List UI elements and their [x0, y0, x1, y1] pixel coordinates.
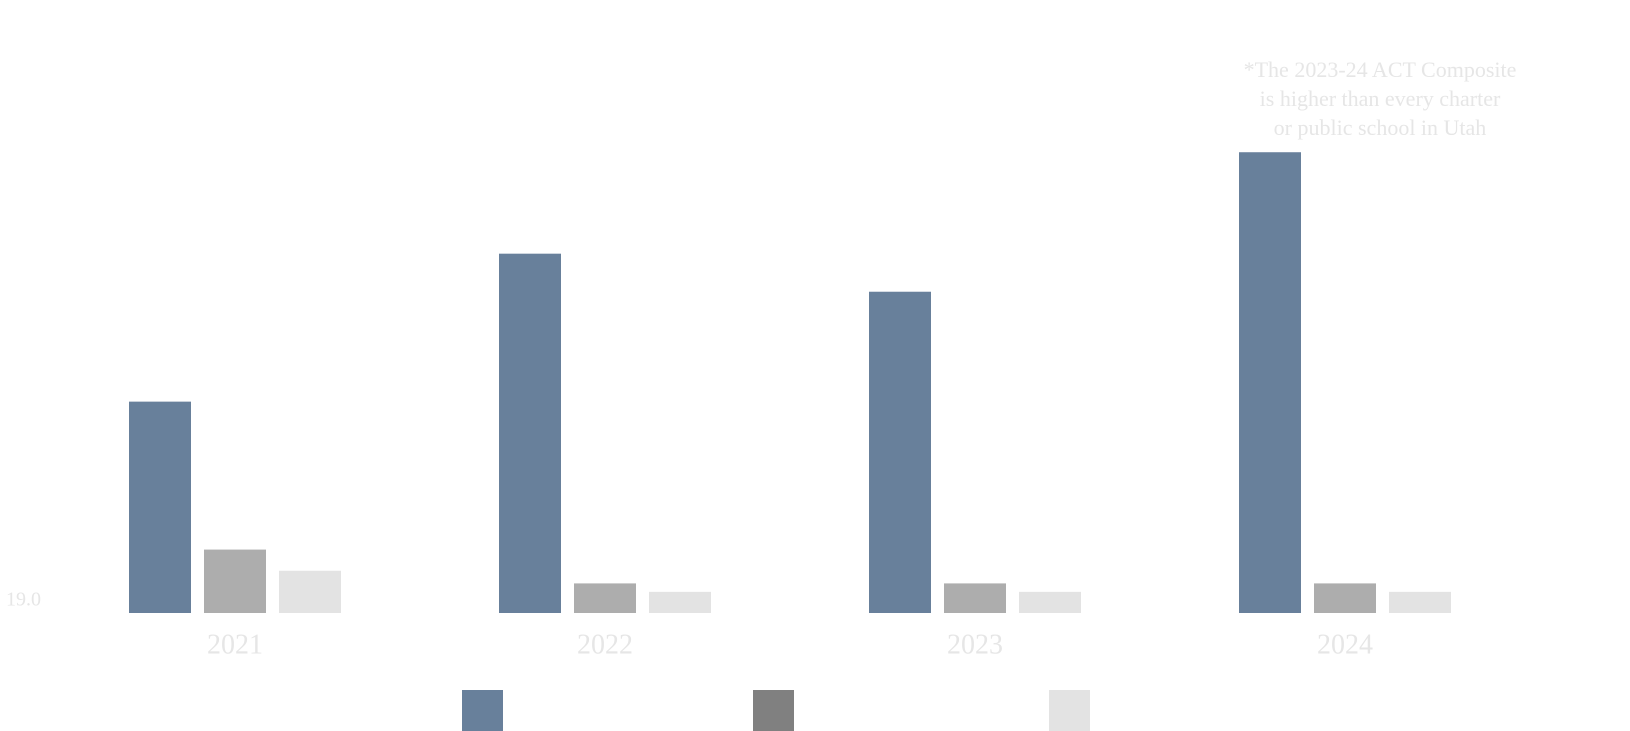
bar — [279, 570, 341, 613]
legend-swatch — [462, 690, 503, 731]
annotation: *The 2023-24 ACT Composite — [1244, 57, 1517, 82]
x-tick-label: 2022 — [577, 629, 633, 660]
x-tick-label: 2024 — [1317, 629, 1373, 660]
bar — [129, 401, 191, 613]
bar — [1314, 583, 1376, 613]
annotation: or public school in Utah — [1274, 115, 1487, 140]
bar — [944, 583, 1006, 613]
bar — [1239, 152, 1301, 613]
bar — [869, 291, 931, 613]
legend-swatch — [1049, 690, 1090, 731]
x-tick-label: 2021 — [207, 629, 263, 660]
bar — [1389, 591, 1451, 613]
bar — [499, 253, 561, 613]
annotation: is higher than every charter — [1260, 86, 1501, 111]
x-tick-label: 2023 — [947, 629, 1003, 660]
bar — [574, 583, 636, 613]
bar — [204, 549, 266, 613]
bar — [1019, 591, 1081, 613]
bar — [649, 591, 711, 613]
legend-swatch — [753, 690, 794, 731]
y-tick-label: 19.0 — [6, 589, 41, 611]
